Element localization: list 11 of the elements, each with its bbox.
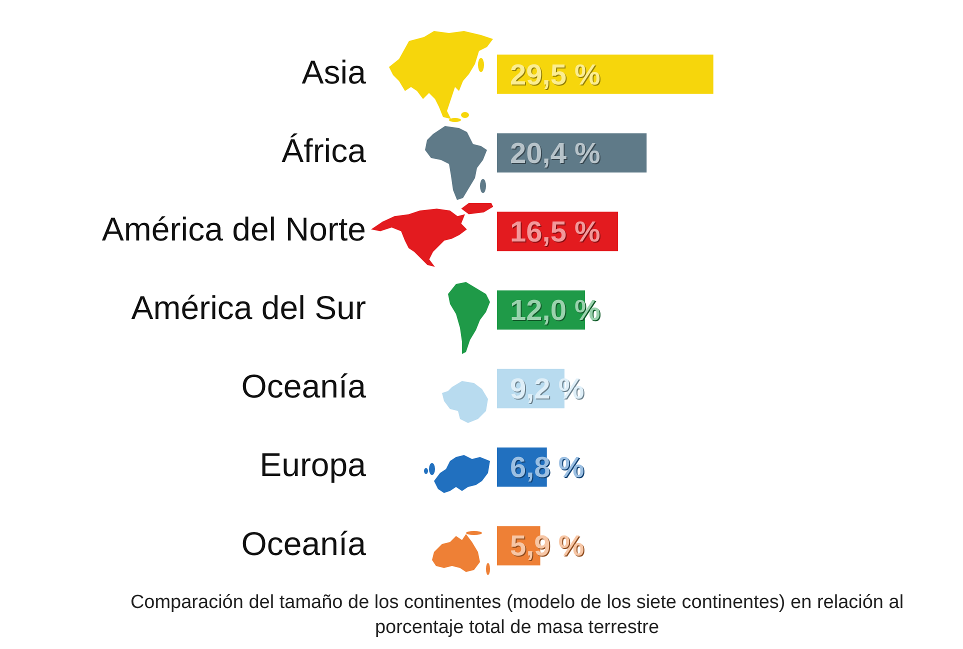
data-label: 16,5 % xyxy=(511,217,602,250)
y-tick-label: Oceanía xyxy=(241,524,367,562)
y-tick-label: Oceanía xyxy=(241,368,367,405)
y-tick-label: África xyxy=(282,132,367,169)
y-tick-label: América del Sur xyxy=(131,289,366,326)
y-tick-label: Asia xyxy=(302,53,367,90)
data-label: 20,4 % xyxy=(511,138,602,171)
y-tick-label: Europa xyxy=(260,446,367,484)
y-tick-label: América del Norte xyxy=(102,210,366,248)
data-label: 29,5 % xyxy=(511,60,602,92)
text: Comparación del tamaño de los continentes (modelo de los siete continentes) en relación al porcentaje total de masa terrestre xyxy=(129,591,905,640)
